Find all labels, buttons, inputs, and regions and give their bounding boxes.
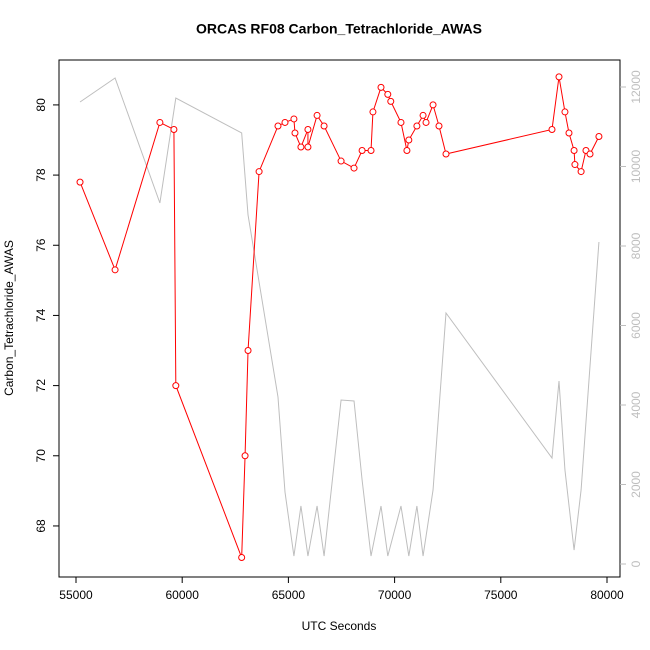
data-point: [435, 122, 443, 130]
x-tick-label: 55000: [59, 588, 93, 602]
y2-tick-label: 4000: [629, 391, 643, 418]
data-point: [281, 118, 289, 126]
y2-tick-label: 6000: [629, 312, 643, 339]
data-point: [555, 73, 563, 81]
data-point: [111, 266, 119, 274]
y-tick-label: 80: [34, 98, 48, 112]
y-tick-label: 76: [34, 238, 48, 252]
data-point: [170, 125, 178, 133]
data-point: [561, 108, 569, 116]
data-point: [571, 161, 579, 169]
data-point: [369, 108, 377, 116]
y2-tick-label: 0: [629, 560, 643, 567]
x-tick-label: 80000: [590, 588, 624, 602]
data-point: [413, 122, 421, 130]
data-point: [442, 150, 450, 158]
data-point: [274, 122, 282, 130]
data-point: [244, 347, 252, 355]
data-point: [570, 147, 578, 155]
y2-tick-label: 8000: [629, 232, 643, 259]
data-point: [422, 118, 430, 126]
data-point: [387, 97, 395, 105]
data-point: [291, 129, 299, 137]
y-tick-label: 68: [34, 519, 48, 533]
y-axis-label: Carbon_Tetrachloride_AWAS: [2, 240, 16, 396]
data-point: [397, 118, 405, 126]
data-point: [565, 129, 573, 137]
y-tick-label: 78: [34, 168, 48, 182]
data-point: [238, 554, 246, 562]
data-point: [367, 147, 375, 155]
y-tick-label: 74: [34, 308, 48, 322]
data-point: [337, 157, 345, 165]
data-point: [577, 168, 585, 176]
y-tick-label: 70: [34, 449, 48, 463]
y2-tick-label: 10000: [629, 149, 643, 183]
y2-tick-label: 12000: [629, 70, 643, 104]
series-line: [79, 77, 600, 557]
data-point: [255, 168, 263, 176]
data-point: [304, 143, 312, 151]
y2-tick-label: 2000: [629, 471, 643, 498]
data-point: [419, 111, 427, 119]
x-tick-label: 75000: [484, 588, 518, 602]
x-tick-label: 60000: [166, 588, 200, 602]
data-point: [358, 147, 366, 155]
data-point: [304, 125, 312, 133]
data-point: [586, 150, 594, 158]
data-point: [297, 143, 305, 151]
data-point: [350, 164, 358, 172]
data-point: [172, 382, 180, 390]
data-point: [76, 178, 84, 186]
data-point: [290, 115, 298, 123]
y-tick-label: 72: [34, 379, 48, 393]
data-point: [241, 452, 249, 460]
data-point: [320, 122, 328, 130]
data-point: [548, 125, 556, 133]
data-point: [377, 83, 385, 91]
x-tick-label: 70000: [378, 588, 412, 602]
data-point: [405, 136, 413, 144]
plot-frame: [58, 59, 621, 578]
data-point: [313, 111, 321, 119]
x-tick-label: 65000: [272, 588, 306, 602]
x-axis-label: UTC Seconds: [302, 619, 377, 633]
data-point: [156, 118, 164, 126]
data-point: [595, 132, 603, 140]
data-point: [403, 147, 411, 155]
chart-title: ORCAS RF08 Carbon_Tetrachloride_AWAS: [196, 21, 482, 37]
data-point: [429, 101, 437, 109]
data-point: [384, 90, 392, 98]
